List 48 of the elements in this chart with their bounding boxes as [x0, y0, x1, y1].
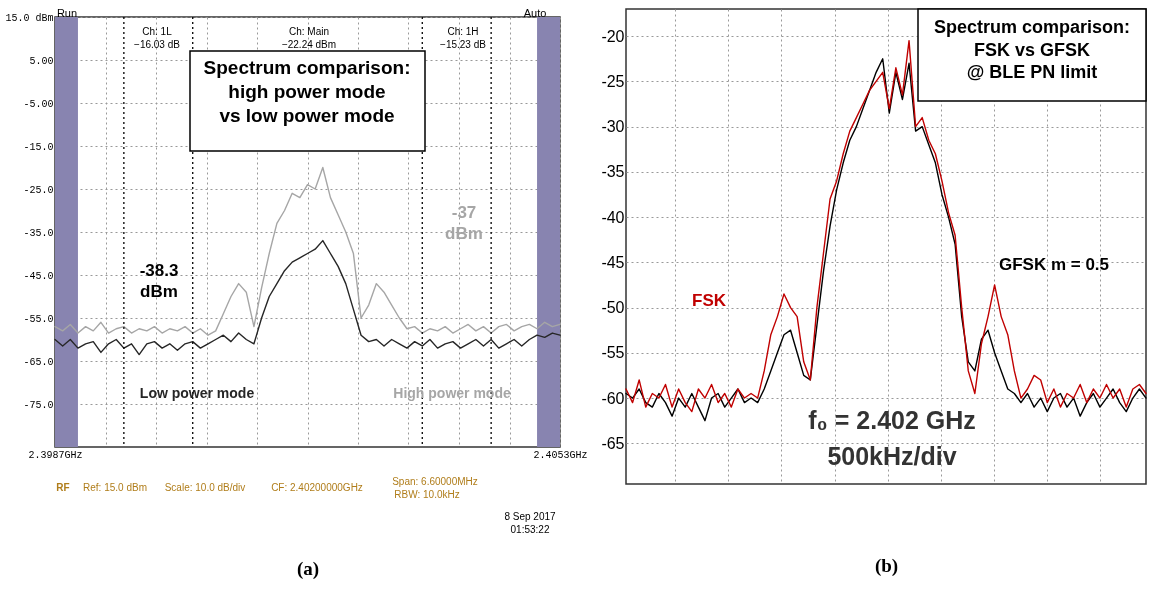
annotation: Ch: 1L −16.03 dB: [134, 26, 181, 50]
annotation: -38.3 dBm: [139, 261, 179, 302]
annotation: Ch: 1H −15.23 dB: [440, 26, 487, 50]
annotation: f₀ = 2.402 GHz: [808, 406, 976, 434]
y-tick-label: -15.0: [23, 141, 54, 153]
x-axis-title: (b): [874, 554, 899, 577]
line-series: [54, 239, 561, 356]
text: Ref: 15.0 dBm: [83, 482, 147, 493]
text: FSK: [692, 291, 727, 310]
y-tick-label: 15.0 dBm: [5, 12, 54, 24]
y-tick-label: -40: [601, 208, 625, 226]
annotation: -37 dBm: [445, 203, 483, 244]
text: GFSK m = 0.5: [998, 255, 1110, 274]
y-tick-label: -25.0: [23, 184, 54, 196]
annotation: Spectrum comparison: FSK vs GFSK @ BLE PN limit: [933, 17, 1131, 82]
y-tick-label: -65.0: [23, 356, 54, 368]
text: RF: [56, 482, 70, 493]
annotation: Spectrum comparison: high power mode vs low power mode: [203, 57, 411, 126]
y-tick-label: -55: [601, 344, 625, 362]
text: 8 Sep 2017 01:53:22: [504, 511, 557, 535]
y-tick-label: 5.00: [29, 55, 54, 67]
text: RBW: 10.0kHz: [394, 489, 460, 500]
y-tick-label: -50: [601, 299, 625, 317]
y-tick-label: -35: [601, 163, 625, 181]
y-tick-label: -30: [601, 118, 625, 136]
y-tick-label: -20: [601, 27, 625, 45]
text: High power mode: [393, 385, 511, 401]
line-series: [54, 166, 561, 336]
y-tick-label: -25: [601, 72, 625, 90]
text: Low power mode: [139, 385, 255, 401]
y-tick-label: -55.0: [23, 313, 54, 325]
x-tick-label: 2.4053GHz: [533, 449, 588, 461]
y-tick-label: -45: [601, 253, 625, 271]
annotation: Ch: Main −22.24 dBm: [281, 26, 337, 50]
annotation: 500kHz/div: [827, 442, 957, 470]
y-tick-label: -75.0: [23, 399, 54, 411]
text: Scale: 10.0 dB/div: [164, 482, 246, 493]
y-tick-label: -5.00: [23, 98, 54, 110]
y-tick-label: -65: [601, 434, 625, 452]
x-axis-title: (a): [296, 557, 320, 580]
text: CF: 2.40200000GHz: [271, 482, 363, 493]
text: Span: 6.60000MHz: [392, 476, 478, 487]
y-tick-label: -60: [601, 389, 625, 407]
y-tick-label: -45.0: [23, 270, 54, 282]
annotation: Auto: [523, 7, 547, 19]
y-tick-label: -35.0: [23, 227, 54, 239]
x-tick-label: 2.3987GHz: [28, 449, 83, 461]
annotation: Run: [56, 7, 78, 19]
